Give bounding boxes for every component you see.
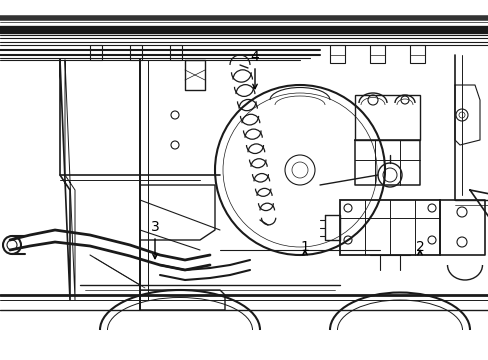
Bar (369, 45, 384, 63)
Bar (409, 45, 424, 63)
Bar (354, 95, 419, 140)
Text: 2: 2 (415, 240, 424, 254)
Text: 3: 3 (150, 220, 159, 234)
Bar (90, 45, 102, 60)
Bar (130, 45, 142, 60)
Bar (170, 45, 182, 60)
Bar (329, 45, 345, 63)
Text: 1: 1 (300, 240, 309, 254)
Bar (339, 200, 439, 255)
Text: 4: 4 (250, 50, 259, 64)
